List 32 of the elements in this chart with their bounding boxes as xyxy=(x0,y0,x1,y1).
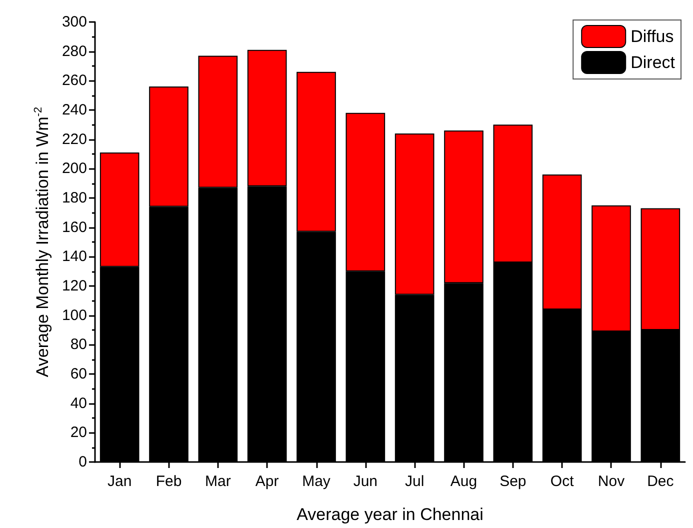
y-tick-label: 260 xyxy=(62,72,87,90)
x-tick-label: Jun xyxy=(353,473,378,490)
x-tick-label: Mar xyxy=(204,473,231,490)
y-tick-label: 40 xyxy=(70,394,87,412)
y-tick-label: 300 xyxy=(62,14,87,30)
y-tick-label: 220 xyxy=(62,130,87,148)
x-tick-label: Apr xyxy=(255,473,279,490)
y-tick-label: 200 xyxy=(62,160,87,178)
y-tick-label: 140 xyxy=(62,248,87,266)
x-tick-label: Dec xyxy=(647,473,674,490)
y-tick-label: 240 xyxy=(62,102,87,118)
x-tick-label: May xyxy=(302,473,331,490)
y-axis-title: Average Monthly Irradiation in Wm-2 xyxy=(32,106,52,378)
legend-label: Diffus xyxy=(630,27,674,46)
y-tick-label: 20 xyxy=(70,424,87,442)
y-tick-label: 100 xyxy=(62,306,87,324)
x-tick-label: Nov xyxy=(598,473,626,490)
y-tick-label: 160 xyxy=(62,218,87,236)
x-tick-label: Feb xyxy=(156,473,182,490)
y-tick-label: 60 xyxy=(70,366,87,382)
y-tick-label: 0 xyxy=(78,454,87,470)
y-tick-label: 80 xyxy=(70,336,87,354)
legend-label: Direct xyxy=(630,53,676,72)
y-tick-label: 280 xyxy=(62,42,87,60)
y-tick-label: 180 xyxy=(62,190,87,206)
x-tick-label: Jan xyxy=(107,473,132,490)
x-tick-label: Aug xyxy=(450,473,478,490)
x-tick-label: Sep xyxy=(500,473,526,490)
x-tick-label: Oct xyxy=(550,473,575,490)
x-axis-title: Average year in Chennai xyxy=(296,505,484,524)
y-tick-label: 120 xyxy=(62,278,87,294)
x-tick-label: Jul xyxy=(404,473,424,490)
